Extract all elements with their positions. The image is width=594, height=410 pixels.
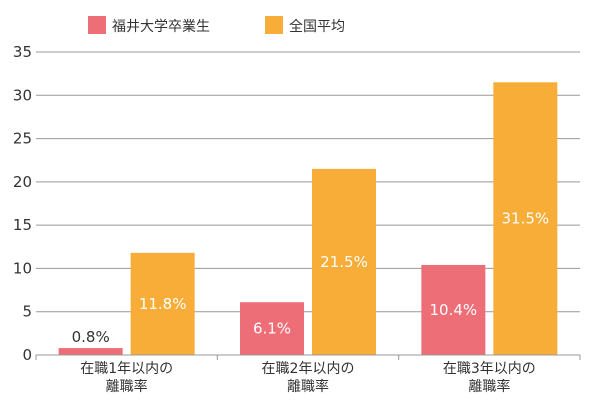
bar-value-label: 10.4% [430,301,478,319]
y-tick-label: 10 [13,259,32,277]
legend-label: 福井大学卒業生 [112,19,210,35]
bar-value-label: 31.5% [502,210,550,228]
y-tick-label: 20 [13,173,32,191]
legend-swatch [88,16,106,34]
legend: 福井大学卒業生 全国平均 [88,16,345,35]
y-tick-label: 5 [22,303,32,321]
bars [58,82,558,356]
bar [493,82,558,356]
bar [240,302,304,355]
data-labels: 0.8% 6.1% 10.4% 11.8% 21.5% 31.5% [72,210,550,346]
y-tick-label: 15 [13,216,32,234]
y-tick-label: 0 [22,346,32,364]
x-category-label: 在職3年以内の離職率 [443,361,536,395]
x-category-label: 在職1年以内の離職率 [80,361,173,395]
bar [312,168,376,355]
y-axis: 0 5 10 15 20 25 30 35 [13,43,32,364]
x-axis: 在職1年以内の離職率 在職2年以内の離職率 在職3年以内の離職率 [35,354,581,395]
x-category-label: 在職2年以内の離職率 [262,361,355,395]
bar-value-label: 21.5% [320,253,368,271]
bar [58,348,123,355]
bar-value-label: 11.8% [139,295,187,313]
bar [130,252,195,355]
bar-value-label: 6.1% [253,320,291,338]
y-tick-label: 35 [13,43,32,61]
legend-label: 全国平均 [289,18,345,35]
y-tick-label: 25 [13,130,32,148]
legend-swatch [265,16,283,34]
bar [421,264,486,355]
gridlines [36,51,580,313]
bar-value-label: 0.8% [72,328,110,346]
y-tick-label: 30 [13,86,32,104]
